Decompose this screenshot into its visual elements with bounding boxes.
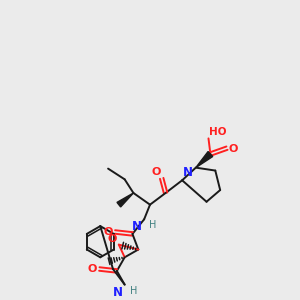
Text: H: H (149, 220, 156, 230)
Text: N: N (183, 166, 193, 179)
Text: H: H (130, 286, 137, 296)
Text: O: O (103, 227, 113, 237)
Text: N: N (113, 286, 123, 298)
Text: O: O (107, 234, 117, 244)
Polygon shape (117, 193, 134, 207)
Polygon shape (196, 152, 213, 168)
Text: O: O (151, 167, 161, 177)
Text: O: O (229, 144, 238, 154)
Text: O: O (88, 264, 98, 274)
Text: HO: HO (209, 128, 227, 137)
Text: N: N (132, 220, 142, 233)
